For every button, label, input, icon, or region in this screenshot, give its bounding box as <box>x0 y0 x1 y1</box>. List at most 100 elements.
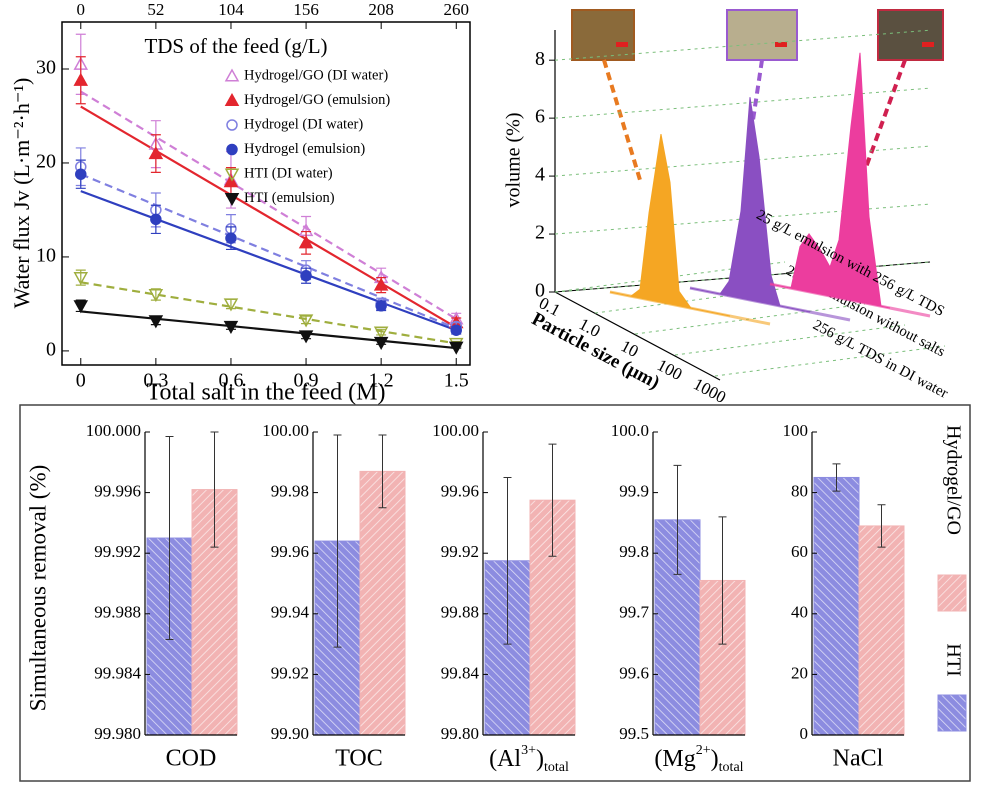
category-label-part: total <box>544 760 569 775</box>
marker <box>373 277 389 291</box>
error-bar <box>210 431 219 548</box>
y-tick-label: 99.8 <box>619 542 649 561</box>
category-label-part: 2+ <box>696 743 711 758</box>
fit-line <box>80 281 457 345</box>
category-label-part: (Mg <box>654 746 695 772</box>
y-tick-label: 99.5 <box>619 724 649 743</box>
distribution-area <box>609 134 731 317</box>
y-tick-label: 8 <box>535 48 545 70</box>
x-axis <box>554 291 721 381</box>
x2-tick-label: 260 <box>444 0 470 19</box>
y-tick-label: 80 <box>791 482 808 501</box>
category-label-part: ) <box>536 746 544 772</box>
inset-connector <box>863 59 907 171</box>
y-tick-label: 30 <box>36 57 56 79</box>
panel-frame <box>19 404 971 782</box>
inset-image <box>571 9 635 61</box>
x-tick-label: 0.9 <box>294 370 319 392</box>
legend-label: HTI (emulsion) <box>244 190 335 206</box>
x-tick-label: 1.2 <box>369 370 394 392</box>
marker <box>150 213 162 226</box>
legend-label: Hydrogel (emulsion) <box>244 141 365 157</box>
fit-line <box>80 173 457 330</box>
y-tick-label: 99.992 <box>94 542 141 561</box>
legend-marker <box>226 119 238 131</box>
x2-axis-label: TDS of the feed (g/L) <box>144 34 327 58</box>
marker <box>298 314 314 328</box>
legend-marker <box>226 143 238 156</box>
legend-label: HTI <box>942 643 964 676</box>
y-tick-label: 99.90 <box>271 724 309 743</box>
marker <box>148 288 164 303</box>
legend-label: Hydrogel/GO (DI water) <box>244 67 388 83</box>
fit-line <box>80 190 457 332</box>
inset-connector <box>602 59 642 181</box>
y-axis-label: volume (%) <box>503 113 525 208</box>
marker <box>448 341 464 355</box>
y-tick-label: 99.996 <box>94 482 141 501</box>
x2-tick-label: 52 <box>147 0 164 19</box>
y-tick-label: 99.94 <box>271 603 310 622</box>
scale-bar <box>775 42 787 47</box>
legend-marker <box>224 92 240 107</box>
marker <box>450 324 462 336</box>
y-tick-label: 100.00 <box>262 421 309 440</box>
distribution-area <box>689 97 811 313</box>
y-tick-label: 100.000 <box>86 421 141 440</box>
legend-swatch <box>937 694 967 732</box>
y-tick-label: 99.984 <box>94 663 141 682</box>
error-bar <box>301 315 312 325</box>
scale-bar <box>616 42 628 47</box>
x2-tick-label: 156 <box>293 0 319 19</box>
legend-label: HTI (DI water) <box>244 165 333 181</box>
marker <box>298 330 314 344</box>
y-tick-label: 99.6 <box>619 663 649 682</box>
y-axis-label: Simultaneous removal (%) <box>25 465 50 712</box>
marker <box>225 232 237 244</box>
marker <box>148 146 164 160</box>
category-label: (Al3+)total <box>489 743 569 775</box>
y-tick-label: 2 <box>535 222 545 244</box>
legend-label: Hydrogel/GO <box>942 425 964 535</box>
legend-marker <box>224 168 240 182</box>
y-tick-label: 0 <box>46 338 56 360</box>
error-bar <box>832 463 841 492</box>
x-tick-label: 10 <box>618 336 642 361</box>
category-label-part: 3+ <box>521 743 536 758</box>
category-label-part: (Al <box>489 746 521 772</box>
y-tick-label: 100.0 <box>611 421 649 440</box>
error-bar <box>165 436 174 641</box>
x-tick-label: 1.5 <box>444 370 469 392</box>
x2-tick-label: 0 <box>77 0 86 19</box>
y-tick-label: 99.92 <box>271 663 309 682</box>
marker <box>73 300 89 314</box>
bar <box>654 519 701 736</box>
legend-marker <box>224 68 240 82</box>
x-tick-label: 0.6 <box>218 370 243 392</box>
fit-line <box>80 310 457 350</box>
marker <box>373 336 389 350</box>
y-tick-label: 100 <box>783 421 809 440</box>
y-tick-label: 0 <box>800 724 809 743</box>
y-tick-label: 99.92 <box>441 542 479 561</box>
marker <box>375 300 387 312</box>
series-label: 256 g/L TDS in DI water <box>810 317 950 402</box>
y-tick-label: 20 <box>791 663 808 682</box>
y-tick-label: 99.980 <box>94 724 141 743</box>
bar <box>813 476 860 736</box>
y-tick-label: 6 <box>535 106 545 128</box>
marker <box>223 320 239 335</box>
error-bar <box>503 476 512 645</box>
marker <box>73 272 89 286</box>
x-tick-label: 0.3 <box>143 370 168 392</box>
y-tick-label: 100.00 <box>432 421 479 440</box>
error-bar <box>376 328 387 336</box>
y-tick-label: 99.98 <box>271 482 309 501</box>
y-tick-label: 99.988 <box>94 603 141 622</box>
y-axis-label: Water flux Jv (L·m⁻²·h⁻¹) <box>9 78 34 309</box>
x-tick-label: 0 <box>76 370 86 392</box>
grid-line <box>554 87 931 119</box>
category-label-part: total <box>719 760 744 775</box>
y-tick-label: 40 <box>791 603 808 622</box>
